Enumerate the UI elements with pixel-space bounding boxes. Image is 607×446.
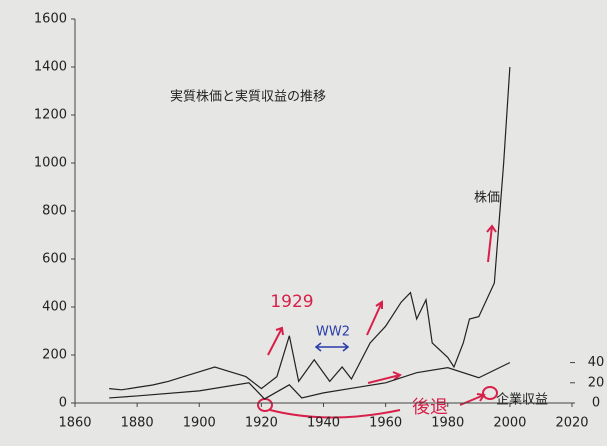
chart-title: 実質株価と実質収益の推移 <box>170 89 326 105</box>
y2-tick-label: 20 <box>588 375 605 390</box>
y2-tick-label: 40 <box>588 355 605 370</box>
x-tick-label: 2000 <box>493 416 526 431</box>
y-tick-label: 1000 <box>34 156 67 171</box>
annotation: 1929 <box>270 292 313 312</box>
series-line <box>109 66 511 391</box>
y-tick-label: 1200 <box>34 108 67 123</box>
x-tick-label: 2020 <box>555 416 588 431</box>
x-tick-label: 1960 <box>369 416 402 431</box>
y-tick-label: 400 <box>42 300 67 315</box>
annotation: 後退 <box>412 397 448 418</box>
x-tick-label: 1980 <box>431 416 464 431</box>
y-tick-label: 1400 <box>34 60 67 75</box>
y-tick-label: 0 <box>59 396 67 411</box>
y-tick-label: 800 <box>42 204 67 219</box>
series-line <box>109 362 511 400</box>
x-tick-label: 1860 <box>58 416 91 431</box>
x-tick-label: 1940 <box>307 416 340 431</box>
blue-marks <box>314 342 350 352</box>
x-tick-label: 1880 <box>121 416 154 431</box>
x-tick-label: 1900 <box>183 416 216 431</box>
annotation: WW2 <box>316 325 350 340</box>
y-tick-label: 600 <box>42 252 67 267</box>
y-tick-label: 200 <box>42 348 67 363</box>
y2-tick-label: 0 <box>592 396 600 411</box>
series-label: 株価 <box>474 191 500 206</box>
series-label: 企業収益 <box>496 392 548 408</box>
x-tick-label: 1920 <box>245 416 278 431</box>
y-tick-label: 1600 <box>34 12 67 27</box>
